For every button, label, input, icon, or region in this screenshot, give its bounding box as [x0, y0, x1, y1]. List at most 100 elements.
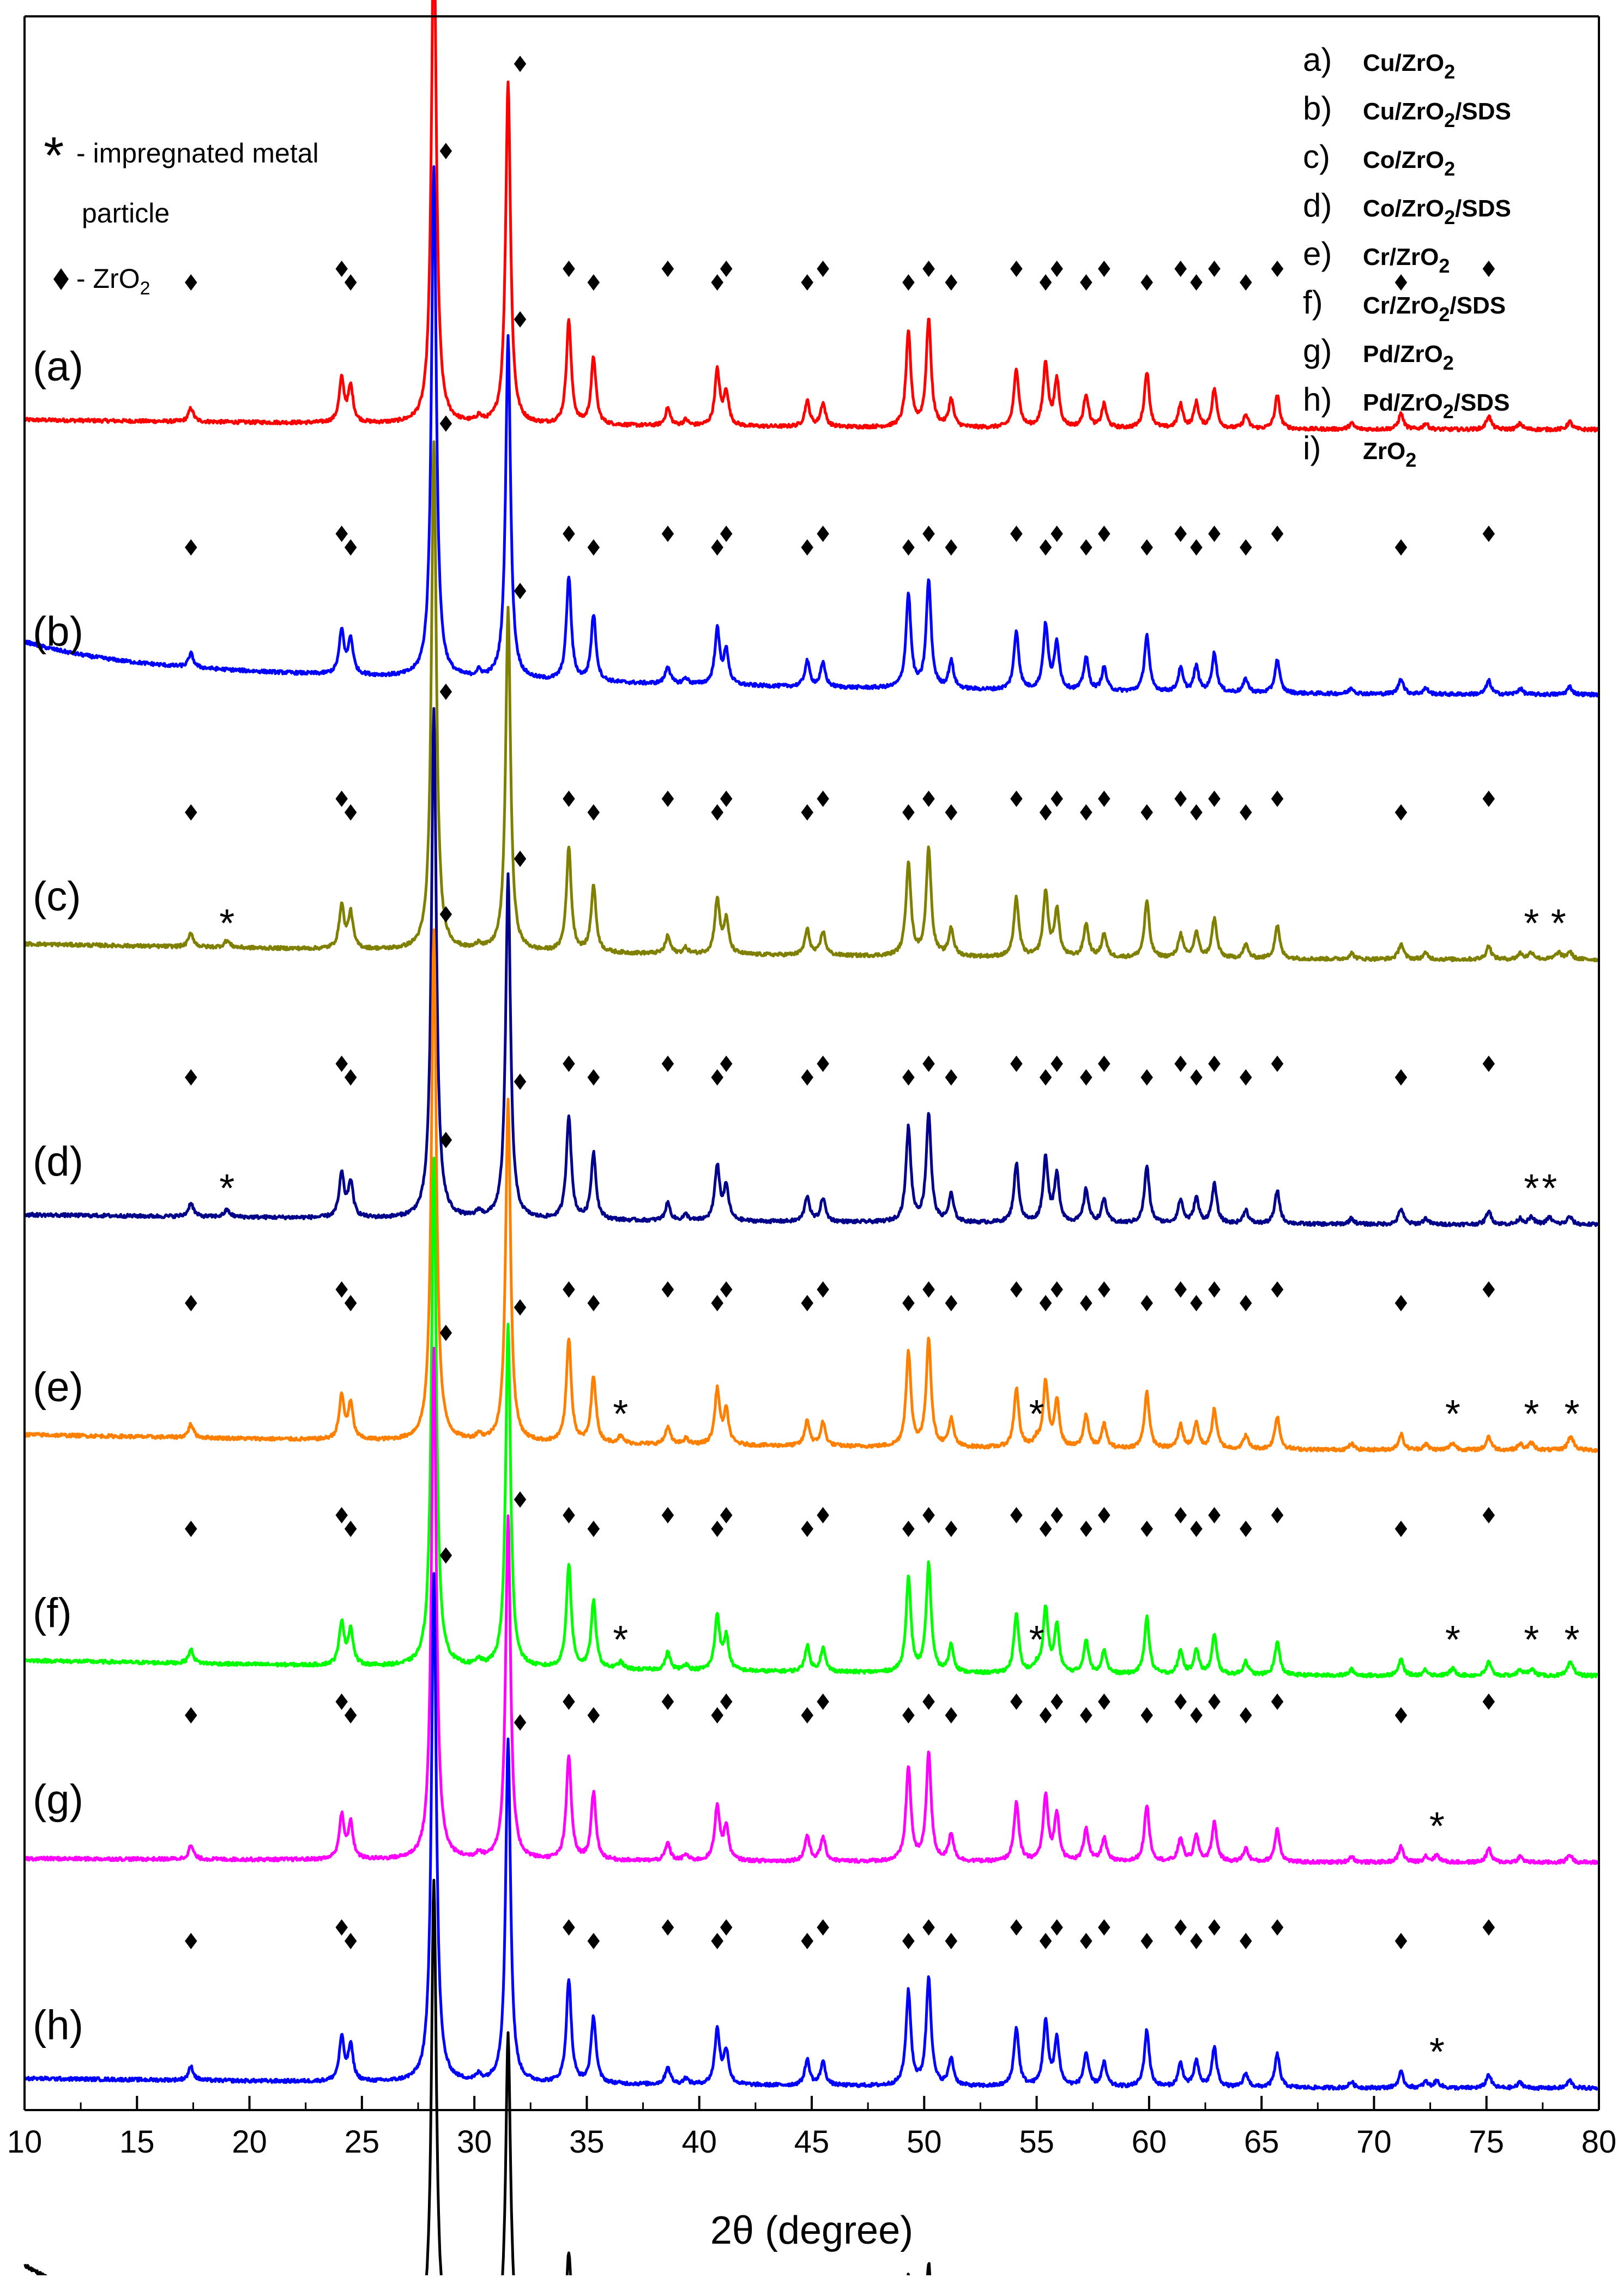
zro2-marker-c	[801, 804, 813, 821]
zro2-marker-c	[1080, 804, 1092, 821]
zro2-marker-b	[1174, 526, 1187, 542]
legend-entry: Pd/ZrO2/SDS	[1363, 389, 1510, 423]
zro2-marker-e	[514, 1073, 527, 1090]
zro2-marker-f	[1482, 1507, 1495, 1523]
zro2-marker-d	[1271, 1056, 1284, 1072]
legend-key: c)	[1303, 138, 1330, 175]
zro2-marker-f	[1394, 1521, 1408, 1537]
zro2-marker-d	[439, 683, 452, 700]
zro2-marker-f	[711, 1521, 723, 1537]
zro2-marker-d	[1039, 1069, 1052, 1086]
zro2-marker-e	[344, 1295, 357, 1311]
zro2-marker-f	[1190, 1521, 1203, 1537]
metal-asterisk-d: *	[1524, 1167, 1539, 1210]
zro2-marker-h	[1482, 1919, 1495, 1936]
legend-key: a)	[1303, 41, 1332, 78]
zro2-marker-a	[1271, 261, 1284, 277]
zro2-marker-h	[711, 1933, 723, 1949]
zro2-marker-d	[902, 1069, 915, 1086]
curves-layer	[23, 0, 1599, 2278]
zro2-marker-g	[1080, 1707, 1092, 1723]
zro2-marker-h	[1271, 1919, 1284, 1936]
x-tick-label: 60	[1132, 2124, 1167, 2160]
zro2-marker-f	[563, 1507, 575, 1523]
zro2-marker-c	[661, 791, 674, 807]
zro2-marker-b	[1010, 526, 1023, 542]
zro2-marker-g	[514, 1491, 527, 1508]
zro2-marker-a	[1080, 274, 1092, 291]
zro2-marker-b	[1098, 526, 1110, 542]
diamond-legend-icon	[53, 268, 69, 290]
metal-asterisk-c: *	[1551, 902, 1566, 945]
zro2-marker-d	[514, 851, 527, 867]
series-line-d	[23, 707, 1599, 1227]
series-label-a: (a)	[33, 343, 83, 390]
zro2-marker-b	[922, 526, 935, 542]
zro2-marker-a	[1051, 261, 1063, 277]
x-tick-label: 70	[1356, 2124, 1392, 2160]
zro2-marker-d	[1240, 1069, 1252, 1086]
metal-asterisk-d: *	[1542, 1167, 1557, 1210]
zro2-marker-b	[587, 539, 600, 556]
zro2-marker-h	[514, 1714, 527, 1731]
metal-asterisk-c: *	[219, 902, 234, 945]
x-tick-label: 75	[1469, 2124, 1504, 2160]
metal-asterisk-c: *	[1524, 902, 1539, 945]
zro2-marker-f	[661, 1507, 674, 1523]
zro2-marker-f	[335, 1507, 348, 1523]
zro2-marker-b	[1140, 539, 1153, 556]
metal-asterisk-g: *	[1429, 1805, 1445, 1848]
legend-entry: Cu/ZrO2	[1363, 50, 1455, 83]
series-line-e	[23, 928, 1599, 1453]
series-label-h: (h)	[33, 2002, 83, 2048]
zro2-marker-h	[1240, 1933, 1252, 1949]
legend-entry: ZrO2	[1363, 438, 1416, 471]
zro2-marker-e	[1140, 1295, 1153, 1311]
markers-layer: * * ** * ** * * * ** * * * ***	[185, 56, 1580, 2074]
zro2-marker-b	[720, 526, 733, 542]
zro2-marker-e	[185, 1295, 197, 1311]
zro2-marker-a	[1394, 274, 1408, 291]
series-label-b: (b)	[33, 608, 83, 655]
series-label-f: (f)	[33, 1590, 72, 1636]
zro2-marker-c	[1240, 804, 1252, 821]
zro2-marker-f	[801, 1521, 813, 1537]
zro2-marker-g	[801, 1707, 813, 1723]
zro2-marker-a	[1039, 274, 1052, 291]
zro2-marker-b	[902, 539, 915, 556]
series-line-f	[23, 1156, 1599, 1679]
legend-entry: Cr/ZrO2/SDS	[1363, 292, 1506, 326]
x-tick-label: 80	[1581, 2124, 1617, 2160]
zro2-marker-c	[1174, 791, 1187, 807]
zro2-marker-a	[661, 261, 674, 277]
zro2-marker-a	[587, 274, 600, 291]
x-axis: 10 15 20 25 30 35 40 45 50 55 60 65 70 75 80	[7, 15, 1617, 2160]
zro2-marker-a	[902, 274, 915, 291]
zro2-marker-b	[1190, 539, 1203, 556]
zro2-marker-d	[563, 1056, 575, 1072]
zro2-marker-b	[514, 311, 527, 328]
metal-asterisk-e: *	[1564, 1393, 1579, 1436]
series-label-d: (d)	[33, 1138, 83, 1185]
zro2-marker-c	[902, 804, 915, 821]
x-tick-label: 45	[794, 2124, 830, 2160]
x-tick-label: 40	[681, 2124, 717, 2160]
zro2-marker-e	[1174, 1281, 1187, 1298]
zro2-marker-b	[945, 539, 958, 556]
zro2-marker-a	[1482, 261, 1495, 277]
zro2-marker-f	[1080, 1521, 1092, 1537]
zro2-marker-e	[1208, 1281, 1221, 1298]
zro2-marker-b	[1080, 539, 1092, 556]
zro2-marker-b	[661, 526, 674, 542]
zro2-marker-b	[1051, 526, 1063, 542]
zro2-marker-d	[1482, 1056, 1495, 1072]
zro2-marker-e	[1010, 1281, 1023, 1298]
zro2-marker-g	[1051, 1694, 1063, 1710]
zro2-marker-a	[1208, 261, 1221, 277]
zro2-marker-h	[563, 1919, 575, 1936]
zro2-marker-c	[1271, 791, 1284, 807]
zro2-marker-c	[817, 791, 829, 807]
zro2-marker-a	[1140, 274, 1153, 291]
zro2-marker-e	[1271, 1281, 1284, 1298]
